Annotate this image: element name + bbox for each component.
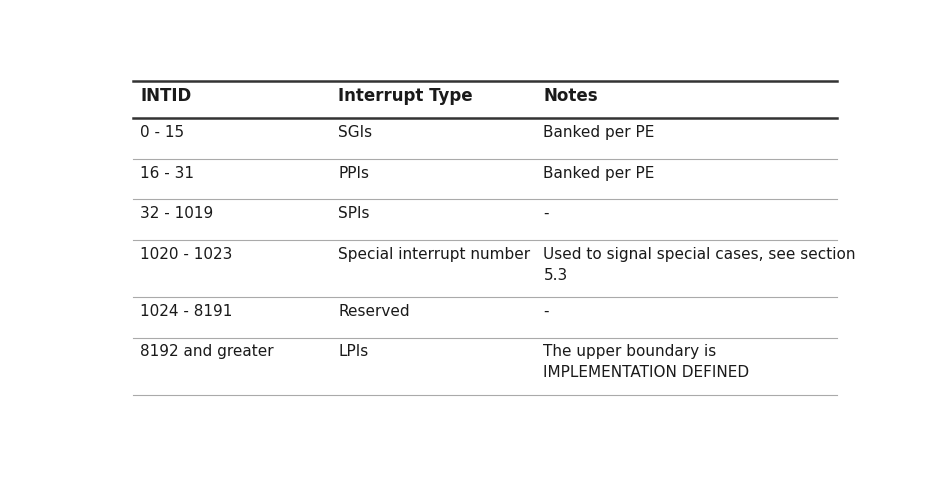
- Text: SGIs: SGIs: [339, 125, 373, 140]
- Text: 1020 - 1023: 1020 - 1023: [140, 247, 233, 262]
- Text: -: -: [543, 304, 549, 319]
- Text: Notes: Notes: [543, 87, 598, 105]
- Text: Used to signal special cases, see section
5.3: Used to signal special cases, see sectio…: [543, 247, 856, 283]
- Text: Banked per PE: Banked per PE: [543, 125, 655, 140]
- Text: LPIs: LPIs: [339, 344, 368, 359]
- Text: 32 - 1019: 32 - 1019: [140, 206, 214, 221]
- Text: 1024 - 8191: 1024 - 8191: [140, 304, 233, 319]
- Text: 8192 and greater: 8192 and greater: [140, 344, 274, 359]
- Text: The upper boundary is
IMPLEMENTATION DEFINED: The upper boundary is IMPLEMENTATION DEF…: [543, 344, 749, 380]
- Text: 0 - 15: 0 - 15: [140, 125, 184, 140]
- Text: Special interrupt number: Special interrupt number: [339, 247, 531, 262]
- Text: Banked per PE: Banked per PE: [543, 166, 655, 181]
- Text: 16 - 31: 16 - 31: [140, 166, 194, 181]
- Text: Interrupt Type: Interrupt Type: [339, 87, 473, 105]
- Text: -: -: [543, 206, 549, 221]
- Text: INTID: INTID: [140, 87, 191, 105]
- Text: PPIs: PPIs: [339, 166, 369, 181]
- Text: Reserved: Reserved: [339, 304, 410, 319]
- Text: SPIs: SPIs: [339, 206, 370, 221]
